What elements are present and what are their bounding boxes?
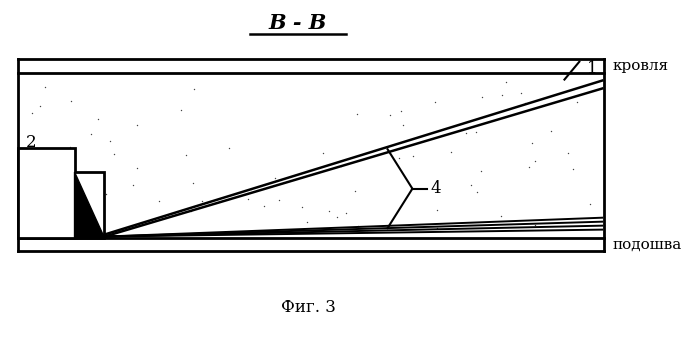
Point: [302, 220, 313, 225]
Point: [274, 197, 285, 202]
Point: [49, 155, 60, 160]
Point: [396, 108, 407, 114]
Point: [571, 100, 582, 105]
Point: [57, 178, 68, 183]
Point: [472, 189, 483, 194]
Point: [545, 129, 556, 134]
Point: [563, 150, 574, 156]
Point: [323, 209, 334, 214]
Point: [27, 111, 38, 116]
Point: [393, 155, 404, 160]
Point: [128, 183, 139, 188]
Point: [318, 150, 329, 155]
Point: [246, 186, 257, 191]
Point: [242, 197, 253, 202]
Point: [154, 199, 165, 204]
Text: 2: 2: [26, 134, 36, 151]
Point: [397, 122, 408, 128]
Point: [55, 183, 66, 188]
Point: [362, 229, 373, 235]
Polygon shape: [18, 148, 104, 238]
Text: кровля: кровля: [612, 59, 668, 73]
Point: [132, 123, 143, 128]
Point: [529, 223, 540, 228]
Polygon shape: [75, 172, 104, 238]
Point: [180, 152, 191, 157]
Point: [520, 100, 531, 106]
Point: [65, 192, 76, 197]
Text: В - В: В - В: [269, 13, 327, 33]
Point: [131, 166, 142, 171]
Point: [34, 103, 45, 109]
Text: Фиг. 3: Фиг. 3: [281, 299, 336, 316]
Point: [529, 159, 540, 164]
Text: подошва: подошва: [612, 238, 681, 252]
Point: [385, 113, 396, 118]
Text: 4: 4: [430, 180, 441, 197]
Point: [175, 107, 186, 113]
Point: [476, 168, 487, 174]
Point: [567, 166, 579, 171]
Point: [471, 129, 482, 135]
Point: [196, 198, 207, 204]
Point: [460, 131, 471, 136]
Point: [66, 99, 77, 104]
Point: [349, 188, 360, 193]
Point: [585, 202, 596, 207]
Point: [351, 111, 362, 116]
Point: [40, 84, 51, 89]
Point: [86, 131, 97, 137]
Point: [47, 225, 58, 230]
Point: [189, 86, 200, 92]
Point: [430, 100, 441, 105]
Point: [496, 92, 507, 98]
Point: [109, 151, 120, 157]
Point: [269, 175, 281, 181]
Point: [65, 144, 76, 150]
Point: [335, 163, 346, 169]
Point: [465, 182, 476, 187]
Point: [477, 94, 488, 100]
Point: [515, 90, 526, 96]
Point: [92, 116, 103, 122]
Point: [341, 211, 352, 216]
Point: [496, 213, 507, 219]
Point: [431, 207, 443, 212]
Point: [258, 203, 269, 209]
Point: [57, 197, 68, 203]
Point: [523, 164, 534, 169]
Point: [408, 153, 419, 158]
Point: [446, 150, 457, 155]
Point: [527, 141, 538, 146]
Point: [500, 80, 512, 85]
Point: [431, 226, 443, 231]
Point: [52, 174, 63, 180]
Point: [94, 186, 105, 191]
Point: [104, 139, 115, 144]
Point: [352, 223, 363, 229]
Text: 1: 1: [587, 60, 598, 77]
Point: [345, 156, 356, 161]
Point: [186, 209, 197, 214]
Point: [187, 180, 198, 185]
Point: [332, 215, 343, 220]
Point: [101, 191, 112, 196]
Point: [296, 205, 307, 210]
Point: [223, 145, 235, 151]
